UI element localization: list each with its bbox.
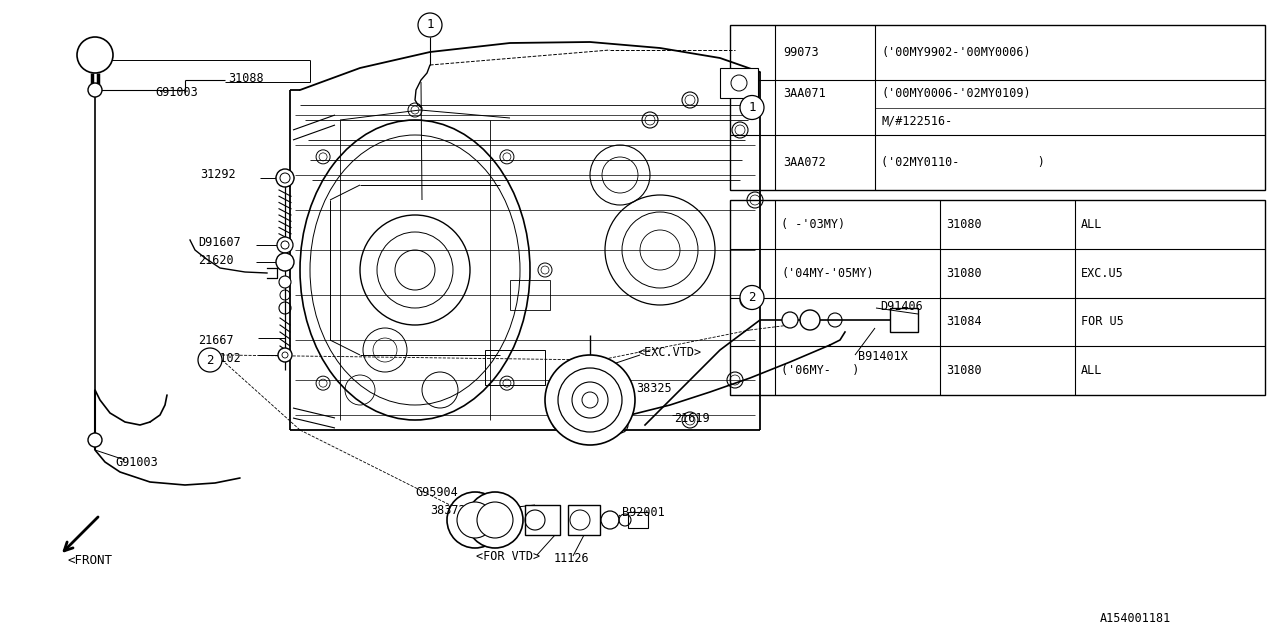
Bar	[628, 512, 648, 528]
Text: 31084: 31084	[946, 316, 982, 328]
Text: ('04MY-'05MY): ('04MY-'05MY)	[781, 267, 874, 280]
Bar	[568, 505, 600, 535]
Text: 2: 2	[749, 291, 755, 304]
Text: 31080: 31080	[946, 267, 982, 280]
Text: 31080: 31080	[946, 364, 982, 377]
Circle shape	[279, 276, 291, 288]
Text: 3AA071: 3AA071	[783, 87, 826, 100]
Bar	[730, 200, 1265, 395]
Text: 21667: 21667	[198, 333, 234, 346]
Circle shape	[477, 502, 513, 538]
Circle shape	[419, 13, 442, 37]
Text: 38372: 38372	[430, 504, 466, 516]
Text: 31292: 31292	[200, 168, 236, 182]
Bar	[730, 25, 1265, 190]
Text: 31080: 31080	[946, 218, 982, 231]
Circle shape	[740, 95, 764, 120]
Text: ('06MY-   ): ('06MY- )	[781, 364, 859, 377]
Circle shape	[77, 37, 113, 73]
Circle shape	[88, 433, 102, 447]
Circle shape	[276, 169, 294, 187]
Text: 11126: 11126	[554, 552, 590, 564]
Text: 21620: 21620	[198, 253, 234, 266]
Bar	[776, 297, 940, 298]
Text: G91003: G91003	[115, 456, 157, 468]
Text: B91401X: B91401X	[858, 351, 908, 364]
Circle shape	[276, 237, 293, 253]
Circle shape	[447, 492, 503, 548]
Text: ALL: ALL	[1082, 218, 1102, 231]
Bar	[485, 350, 545, 385]
Text: A154001181: A154001181	[1100, 611, 1171, 625]
Text: G01102: G01102	[198, 351, 241, 365]
Bar	[719, 68, 758, 98]
Circle shape	[740, 285, 764, 310]
Text: 38325: 38325	[636, 381, 672, 394]
Bar	[525, 505, 561, 535]
Text: 21619: 21619	[675, 412, 709, 424]
Circle shape	[88, 83, 102, 97]
Text: <EXC.VTD>: <EXC.VTD>	[637, 346, 703, 358]
Circle shape	[782, 312, 797, 328]
Text: G95904: G95904	[415, 486, 458, 499]
Circle shape	[572, 382, 608, 418]
Text: ( -'03MY): ( -'03MY)	[781, 218, 845, 231]
Text: 2: 2	[206, 353, 214, 367]
Text: FOR U5: FOR U5	[1082, 316, 1124, 328]
Circle shape	[198, 348, 221, 372]
Text: 3AA072: 3AA072	[783, 156, 826, 169]
Bar	[509, 280, 550, 310]
Text: G91003: G91003	[155, 86, 197, 99]
Text: ALL: ALL	[1082, 364, 1102, 377]
Text: EXC.U5: EXC.U5	[1082, 267, 1124, 280]
Text: 99073: 99073	[783, 46, 819, 59]
Text: M/#122516-: M/#122516-	[881, 115, 952, 128]
Text: ('00MY9902-'00MY0006): ('00MY9902-'00MY0006)	[881, 46, 1030, 59]
Text: ('00MY0006-'02MY0109): ('00MY0006-'02MY0109)	[881, 87, 1030, 100]
Circle shape	[545, 355, 635, 445]
Bar	[890, 308, 918, 332]
Text: D91406: D91406	[881, 300, 923, 312]
Circle shape	[800, 310, 820, 330]
Text: 1: 1	[749, 101, 755, 114]
Circle shape	[582, 392, 598, 408]
Circle shape	[276, 253, 294, 271]
Circle shape	[558, 368, 622, 432]
Text: B92001: B92001	[622, 506, 664, 520]
Circle shape	[457, 502, 493, 538]
Text: 1: 1	[426, 19, 434, 31]
Circle shape	[602, 511, 620, 529]
Text: <FRONT: <FRONT	[68, 554, 113, 566]
Text: ('02MY0110-           ): ('02MY0110- )	[881, 156, 1044, 169]
Text: 31088: 31088	[228, 72, 264, 84]
Text: D91607: D91607	[198, 236, 241, 248]
Circle shape	[278, 348, 292, 362]
Text: <FOR VTD>: <FOR VTD>	[476, 550, 540, 563]
Circle shape	[467, 492, 524, 548]
